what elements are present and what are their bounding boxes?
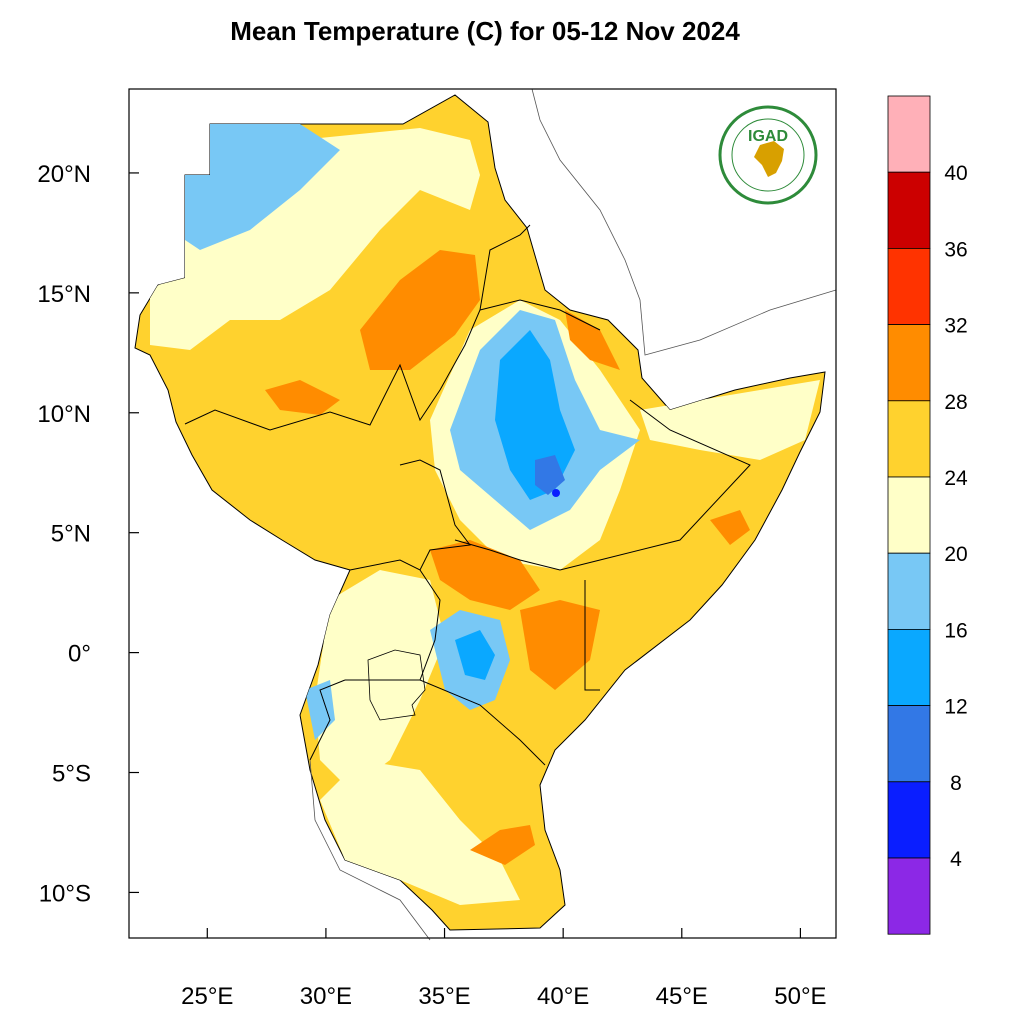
igad-logo: IGAD — [718, 105, 818, 205]
legend-color-box — [887, 247, 931, 325]
lat-tick-label: 5°S — [52, 761, 91, 788]
legend-color-box — [887, 95, 931, 173]
legend-label: 24 — [944, 467, 968, 490]
zone-28-32-eritrea — [565, 310, 620, 370]
latitude-axis: 20°N 15°N 10°N 5°N 0° 5°S 10°S — [37, 161, 139, 907]
lat-tick-label: 15°N — [37, 281, 91, 308]
longitude-axis: 25°E 30°E 35°E 40°E 45°E 50°E — [181, 928, 827, 1010]
legend-label: 12 — [944, 696, 967, 719]
legend-label: 40 — [944, 162, 967, 185]
zone-28-32-kenya-east — [520, 600, 600, 690]
legend-label: 28 — [944, 391, 967, 414]
zone-28-32-sudan — [360, 250, 480, 370]
legend-color-box — [887, 781, 931, 859]
lake-victoria-outline — [367, 649, 426, 721]
legend-color-box — [887, 476, 931, 554]
lat-tick-label: 10°N — [37, 401, 91, 428]
zone-28-32-south-sudan — [265, 380, 340, 415]
country-borders — [184, 224, 751, 766]
zone-28-32-somalia — [710, 510, 750, 545]
africa-icon — [754, 141, 784, 177]
zone-28-32-tanzania — [470, 825, 535, 865]
outside-coastlines — [309, 88, 837, 941]
legend-label: 8 — [950, 772, 962, 795]
lon-tick-label: 30°E — [300, 983, 352, 1010]
lon-tick-label: 40°E — [537, 983, 589, 1010]
legend-color-box — [887, 705, 931, 783]
lon-tick-label: 25°E — [181, 983, 233, 1010]
lon-tick-label: 35°E — [418, 983, 470, 1010]
igad-logo-text: IGAD — [748, 128, 788, 145]
legend-label: 32 — [944, 315, 967, 338]
legend-label: 20 — [944, 543, 967, 566]
zone-8-12-peaks — [535, 455, 565, 495]
legend-color-box — [887, 400, 931, 478]
legend-label: 4 — [950, 848, 962, 871]
zone-12-16-kenya — [455, 630, 495, 680]
map-frame — [128, 88, 837, 939]
legend-color-box — [887, 552, 931, 630]
zone-20-24-south — [320, 760, 520, 905]
legend-color-box — [887, 324, 931, 402]
lat-tick-label: 20°N — [37, 161, 91, 188]
lon-tick-label: 45°E — [656, 983, 708, 1010]
legend-color-box — [887, 171, 931, 249]
legend-color-box — [887, 629, 931, 707]
zone-16-20-northwest — [185, 124, 340, 250]
lon-tick-label: 50°E — [774, 983, 826, 1010]
lat-tick-label: 5°N — [51, 521, 91, 548]
zone-20-24-somalia — [640, 380, 820, 460]
zone-4-8-peak — [552, 489, 560, 497]
color-legend: 40 36 32 28 24 20 16 12 8 4 — [887, 95, 968, 935]
temperature-field — [134, 88, 837, 941]
legend-label: 36 — [944, 238, 967, 261]
lat-tick-label: 10°S — [39, 880, 91, 907]
legend-label: 16 — [944, 619, 967, 642]
map-title: Mean Temperature (C) for 05-12 Nov 2024 — [230, 16, 740, 46]
lat-tick-label: 0° — [68, 641, 91, 668]
legend-color-box — [887, 857, 931, 935]
